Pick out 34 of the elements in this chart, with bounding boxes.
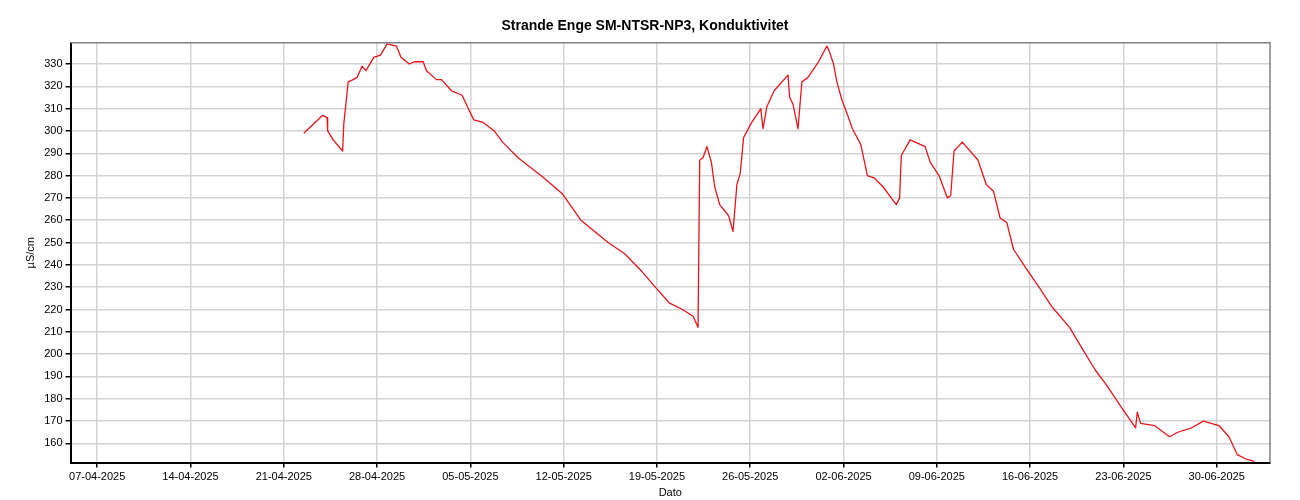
x-tick-label: 23-06-2025 [1095, 470, 1152, 483]
x-tick-label: 28-04-2025 [348, 470, 406, 483]
x-tick-label: 30-06-2025 [1188, 470, 1245, 483]
y-tick-label: 270 [44, 190, 63, 203]
y-tick-label: 260 [44, 213, 63, 226]
x-tick-label: 12-05-2025 [535, 470, 592, 483]
x-tick-label: 02-06-2025 [815, 470, 872, 483]
y-tick-label: 300 [44, 123, 63, 136]
x-tick-label: 05-05-2025 [442, 470, 499, 483]
y-tick-label: 180 [44, 391, 63, 404]
y-tick-label: 200 [44, 347, 63, 360]
x-tick-label: 21-04-2025 [255, 470, 312, 483]
y-tick-label: 230 [44, 280, 63, 293]
x-tick-label: 26-05-2025 [722, 470, 779, 483]
y-tick-label: 160 [44, 436, 63, 449]
x-tick-label: 07-04-2025 [69, 470, 126, 483]
x-axis-title: Dato [658, 486, 682, 499]
x-tick-label: 19-05-2025 [628, 470, 686, 483]
y-tick-label: 290 [44, 146, 63, 159]
x-tick-label: 14-04-2025 [162, 470, 219, 483]
chart-title: Strande Enge SM-NTSR-NP3, Konduktivitet [501, 17, 789, 34]
y-tick-label: 170 [44, 414, 63, 427]
y-axis-title: µS/cm [23, 237, 36, 269]
y-tick-label: 210 [44, 324, 63, 337]
x-tick-label: 16-06-2025 [1001, 470, 1059, 483]
y-tick-label: 250 [44, 235, 63, 248]
y-tick-label: 320 [44, 79, 63, 92]
y-tick-label: 330 [44, 57, 63, 70]
y-tick-label: 280 [44, 168, 63, 181]
y-tick-label: 310 [44, 101, 63, 114]
y-tick-label: 240 [44, 257, 63, 270]
y-tick-label: 190 [44, 369, 63, 382]
x-tick-label: 09-06-2025 [908, 470, 965, 483]
y-tick-label: 220 [44, 302, 63, 315]
